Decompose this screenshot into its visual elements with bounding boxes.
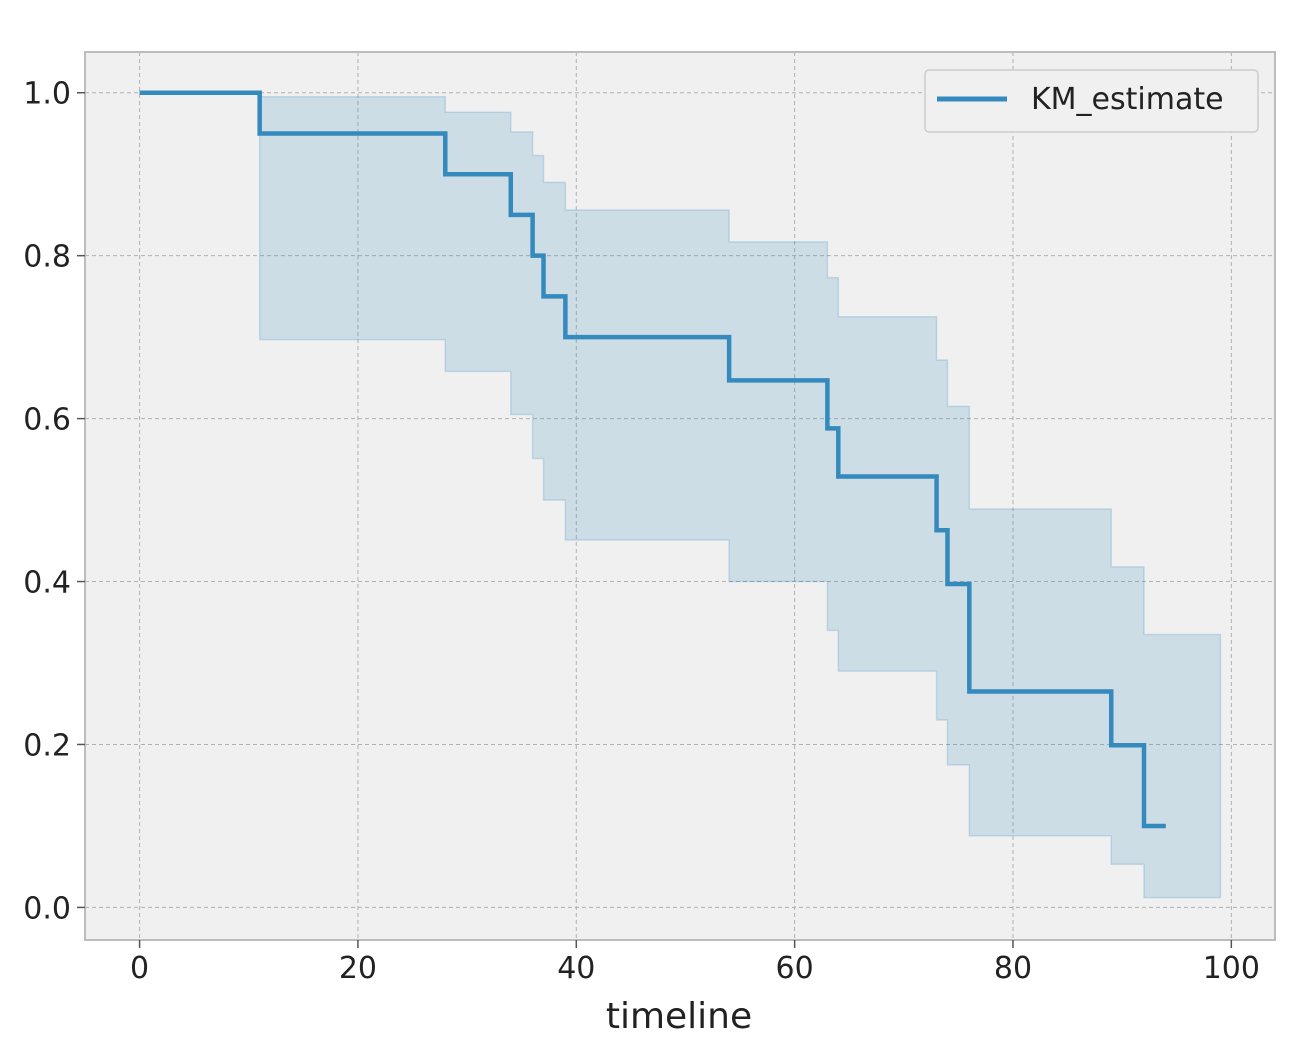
confidence-band [139,91,1222,899]
x-tick-label: 100 [1203,951,1260,986]
x-tick-label: 0 [130,951,149,986]
plot-background [85,52,1275,940]
legend-box [924,69,1259,133]
x-tick-label: 80 [994,951,1032,986]
y-tick-label: 1.0 [23,77,71,112]
grid [85,52,1275,940]
x-axis: 0 20 40 60 80 100 [130,940,1260,986]
series-lines [139,90,1166,829]
x-tick-label: 40 [557,951,595,986]
series-line-km-estimate [139,90,1166,829]
ci-band-km-estimate [139,91,1222,899]
y-tick-label: 0.0 [23,891,71,926]
y-tick-label: 0.2 [23,728,71,763]
x-tick-label: 60 [776,951,814,986]
y-tick-label: 0.8 [23,240,71,275]
y-tick-label: 0.6 [23,403,71,438]
legend: KM_estimate [924,69,1259,133]
y-tick-label: 0.4 [23,566,71,601]
y-axis: 0.0 0.2 0.4 0.6 0.8 1.0 [23,77,85,926]
legend-label-km-estimate: KM_estimate [1031,82,1224,117]
plot-frame [84,51,1276,941]
x-tick-label: 20 [339,951,377,986]
x-axis-label: timeline [606,996,752,1037]
